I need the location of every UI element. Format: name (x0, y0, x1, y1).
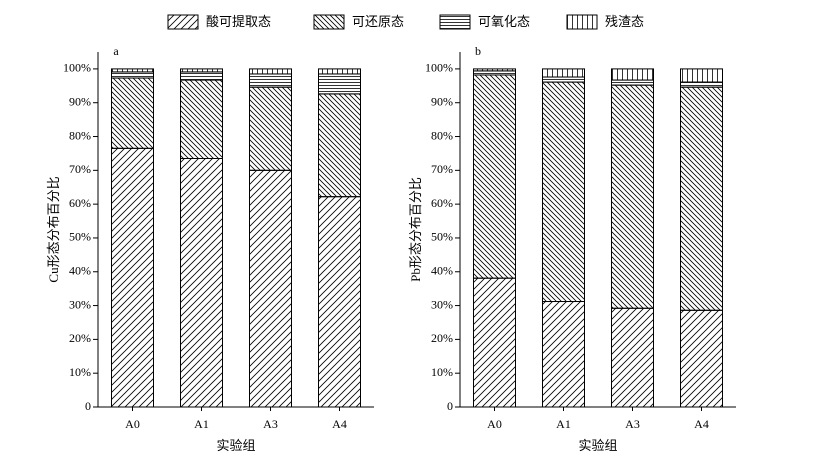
bar-segment (249, 73, 292, 88)
y-tick-label: 20% (431, 331, 453, 345)
y-tick-label: 0 (447, 399, 453, 413)
legend-label: 残渣态 (605, 14, 644, 29)
bar-segment (680, 81, 723, 88)
bar-segment (111, 77, 154, 149)
y-tick-label: 90% (69, 94, 91, 108)
x-tick-label: A1 (556, 417, 571, 431)
x-tick-label: A4 (332, 417, 347, 431)
bar-segment (180, 79, 223, 159)
panel-label: b (475, 44, 481, 58)
bar-segment (473, 70, 516, 76)
legend-label: 可还原态 (352, 14, 404, 29)
x-tick-label: A1 (194, 417, 209, 431)
y-axis-label: Cu形态分布百分比 (46, 176, 61, 282)
y-tick-label: 10% (431, 365, 453, 379)
bar-segment (680, 86, 723, 311)
bar-segment (473, 277, 516, 408)
y-tick-label: 80% (69, 128, 91, 142)
x-tick-label: A3 (625, 417, 640, 431)
bar-segment (318, 68, 361, 75)
bar-segment (611, 84, 654, 309)
bar-segment (473, 68, 516, 72)
legend-swatch (313, 14, 345, 30)
x-tick-label: A0 (487, 417, 502, 431)
legend-swatch (167, 14, 199, 30)
y-tick-label: 30% (69, 297, 91, 311)
bar-segment (318, 196, 361, 408)
y-axis-label: Pb形态分布百分比 (408, 177, 423, 282)
y-tick-label: 0 (85, 399, 91, 413)
legend-label: 可氧化态 (478, 14, 530, 29)
bar-segment (180, 68, 223, 73)
bar-segment (542, 76, 585, 83)
y-tick-label: 60% (431, 196, 453, 210)
legend-label: 酸可提取态 (206, 14, 271, 29)
bar-segment (473, 74, 516, 279)
bar-segment (318, 73, 361, 95)
bar-segment (249, 169, 292, 408)
bar-segment (542, 301, 585, 408)
bar-segment (180, 158, 223, 408)
y-tick-label: 90% (431, 94, 453, 108)
bar-segment (611, 68, 654, 81)
y-tick-label: 60% (69, 196, 91, 210)
y-tick-label: 40% (69, 264, 91, 278)
bar-segment (680, 309, 723, 408)
legend-swatch (566, 14, 598, 30)
y-tick-label: 50% (69, 230, 91, 244)
y-tick-label: 70% (69, 162, 91, 176)
y-tick-label: 10% (69, 365, 91, 379)
y-tick-label: 80% (431, 128, 453, 142)
y-tick-label: 50% (431, 230, 453, 244)
y-tick-label: 100% (425, 61, 453, 75)
bar-segment (249, 68, 292, 75)
y-tick-label: 20% (69, 331, 91, 345)
bar-segment (680, 68, 723, 83)
x-tick-label: A4 (694, 417, 709, 431)
bar-segment (611, 79, 654, 86)
x-tick-label: A0 (125, 417, 140, 431)
y-tick-label: 30% (431, 297, 453, 311)
bar-segment (111, 68, 154, 73)
y-tick-label: 40% (431, 264, 453, 278)
bar-segment (542, 81, 585, 303)
panel-label: a (113, 44, 119, 58)
y-tick-label: 70% (431, 162, 453, 176)
x-axis-label: 实验组 (578, 438, 617, 453)
legend-swatch (439, 14, 471, 30)
bar-segment (111, 71, 154, 79)
x-axis-label: 实验组 (216, 438, 255, 453)
bar-segment (542, 68, 585, 78)
x-tick-label: A3 (263, 417, 278, 431)
bar-segment (111, 147, 154, 408)
bar-segment (318, 93, 361, 198)
bar-segment (249, 86, 292, 171)
bar-segment (180, 71, 223, 81)
bar-segment (611, 307, 654, 408)
y-tick-label: 100% (63, 61, 91, 75)
